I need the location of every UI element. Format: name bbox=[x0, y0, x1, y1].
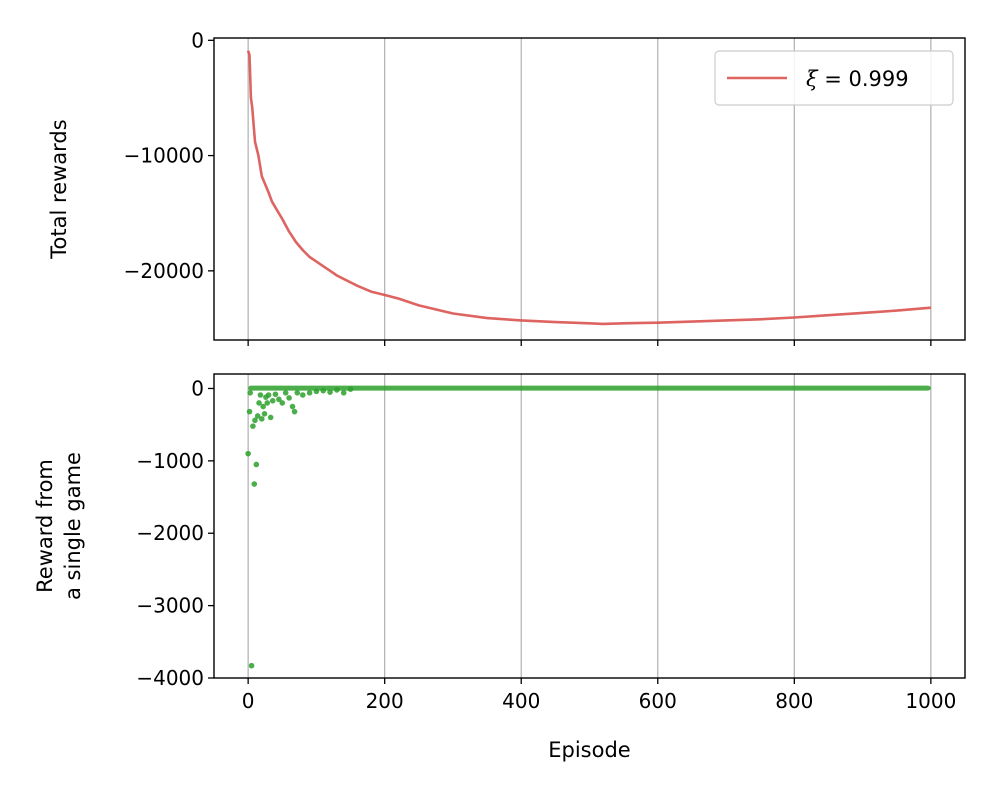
scatter-point bbox=[340, 390, 347, 396]
series-line bbox=[246, 50, 932, 326]
scatter-point bbox=[320, 387, 327, 394]
x-tick-label: 0 bbox=[242, 689, 255, 713]
legend: ξ = 0.999 bbox=[714, 50, 954, 106]
scatter-point bbox=[246, 408, 253, 415]
scatter-point bbox=[313, 388, 320, 395]
scatter-point bbox=[327, 389, 333, 395]
scatter-point bbox=[248, 662, 255, 669]
scatter-point bbox=[347, 386, 354, 393]
y-tick-label: 0 bbox=[191, 28, 204, 52]
y-axis-label-line: a single game bbox=[61, 452, 85, 600]
scatter-point bbox=[254, 413, 261, 419]
x-tick-label: 200 bbox=[366, 689, 404, 713]
scatter-point bbox=[294, 390, 301, 396]
scatter-point bbox=[299, 392, 306, 398]
scatter-point bbox=[253, 461, 260, 468]
scatter-point bbox=[257, 392, 264, 398]
y-tick-label: −10000 bbox=[124, 144, 204, 168]
legend-symbol: ξ bbox=[806, 67, 819, 91]
y-tick-label: −2000 bbox=[136, 521, 204, 545]
scatter-point bbox=[261, 411, 268, 417]
legend-entry-label: ξ = 0.999 bbox=[806, 67, 909, 91]
scatter-point bbox=[334, 387, 340, 393]
scatter-point bbox=[258, 416, 265, 422]
y-tick-label: −1000 bbox=[136, 449, 204, 473]
scatter-point bbox=[247, 390, 253, 396]
scatter-point bbox=[252, 417, 258, 424]
y-axis-label: Total rewards bbox=[47, 119, 71, 259]
y-tick-label: −4000 bbox=[136, 666, 204, 690]
scatter-point bbox=[251, 481, 258, 487]
y-tick-label: 0 bbox=[191, 376, 204, 400]
scatter-point bbox=[289, 403, 296, 410]
scatter-point bbox=[276, 396, 282, 403]
legend-value: = 0.999 bbox=[818, 67, 909, 91]
scatter-point bbox=[269, 397, 276, 404]
legend-box bbox=[714, 50, 954, 106]
x-tick-label: 400 bbox=[502, 689, 540, 713]
scatter-point bbox=[279, 400, 286, 406]
scatter-point bbox=[267, 414, 274, 421]
scatter-point bbox=[256, 400, 262, 406]
scatter-point bbox=[265, 392, 272, 398]
y-tick-label: −20000 bbox=[124, 259, 204, 283]
scatter-point bbox=[291, 408, 298, 415]
scatter-point bbox=[272, 391, 279, 398]
scatter-point bbox=[264, 400, 271, 406]
x-tick-label: 800 bbox=[775, 689, 813, 713]
top-panel: 0 −10000 −20000 Total rewards ξ = 0.999 bbox=[47, 28, 966, 346]
x-tick-label: 1000 bbox=[905, 689, 956, 713]
scatter-point bbox=[250, 423, 256, 429]
axes-frame bbox=[213, 373, 966, 679]
x-tick-label: 600 bbox=[639, 689, 677, 713]
y-axis-label-line: Reward from bbox=[33, 459, 57, 593]
scatter-point bbox=[282, 390, 289, 396]
x-axis-label: Episode bbox=[548, 738, 630, 762]
scatter-point bbox=[245, 450, 251, 457]
y-tick-label: −3000 bbox=[136, 594, 204, 618]
bottom-panel: 0 200 400 600 800 1000 0 −1000 −2000 −3000 −4000 Re… bbox=[33, 373, 966, 762]
scatter-point bbox=[260, 403, 266, 410]
dense-points-band bbox=[248, 385, 931, 391]
axes-frame bbox=[213, 37, 966, 341]
scatter-point bbox=[286, 395, 292, 401]
scatter-point bbox=[306, 390, 313, 396]
